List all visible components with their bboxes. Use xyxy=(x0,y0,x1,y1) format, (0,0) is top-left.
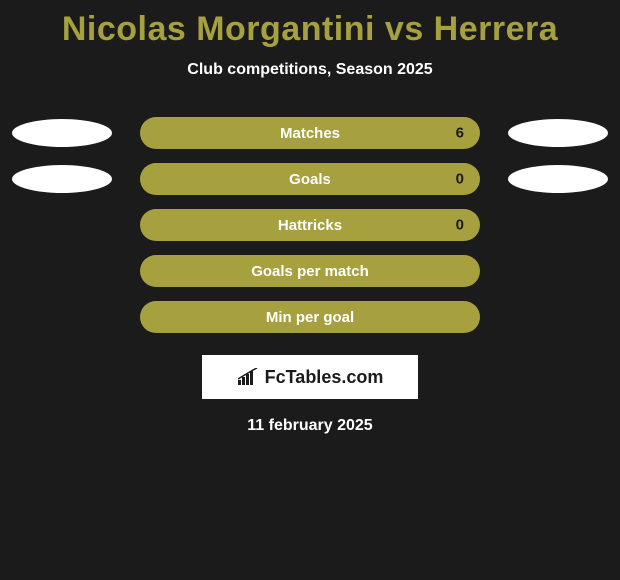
right-ellipse xyxy=(508,119,608,147)
stat-label: Goals xyxy=(289,171,331,188)
stat-row: Goals per match xyxy=(0,255,620,287)
stat-label: Min per goal xyxy=(266,309,354,326)
date-text: 11 february 2025 xyxy=(247,417,372,435)
stat-label: Matches xyxy=(280,125,340,142)
stat-row: Min per goal xyxy=(0,301,620,333)
stat-label: Goals per match xyxy=(251,263,369,280)
left-ellipse xyxy=(12,165,112,193)
barchart-icon xyxy=(237,368,259,386)
stat-value: 6 xyxy=(456,125,464,142)
logo-box: FcTables.com xyxy=(202,355,418,399)
page-title: Nicolas Morgantini vs Herrera xyxy=(62,10,558,49)
stat-pill: Min per goal xyxy=(140,301,480,333)
stat-row: Goals 0 xyxy=(0,163,620,195)
stat-row: Hattricks 0 xyxy=(0,209,620,241)
stats-rows: Matches 6 Goals 0 Hattricks 0 Goals per match M… xyxy=(0,117,620,333)
stat-pill: Goals 0 xyxy=(140,163,480,195)
stat-value: 0 xyxy=(456,217,464,234)
stat-value: 0 xyxy=(456,171,464,188)
page-subtitle: Club competitions, Season 2025 xyxy=(187,61,432,79)
stat-pill: Hattricks 0 xyxy=(140,209,480,241)
stat-pill: Matches 6 xyxy=(140,117,480,149)
stat-label: Hattricks xyxy=(278,217,342,234)
left-ellipse xyxy=(12,119,112,147)
right-ellipse xyxy=(508,165,608,193)
stat-pill: Goals per match xyxy=(140,255,480,287)
logo-text: FcTables.com xyxy=(265,367,384,388)
stat-row: Matches 6 xyxy=(0,117,620,149)
